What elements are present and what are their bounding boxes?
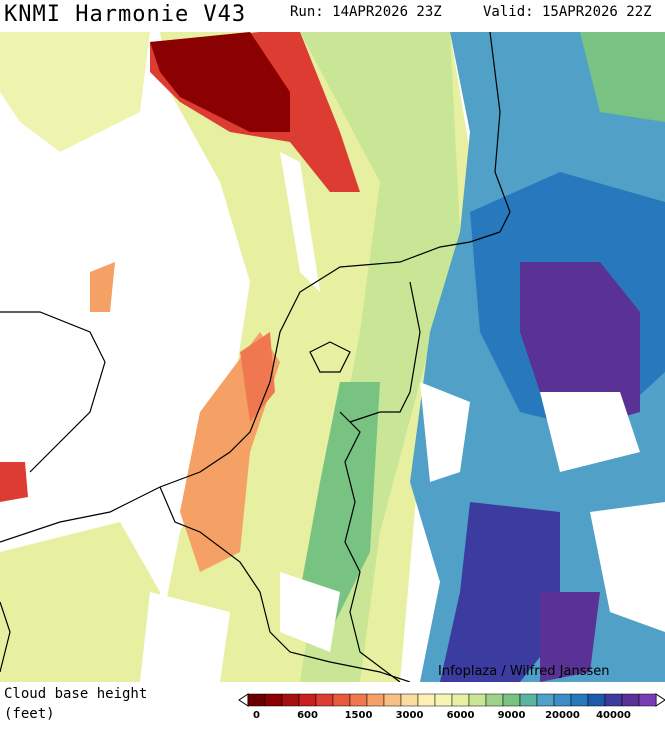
map: Infoplaza / Wilfred Janssen bbox=[0, 32, 665, 682]
color-swatch bbox=[621, 693, 640, 707]
color-swatch bbox=[434, 693, 453, 707]
colorbar: 0 600 1500 3000 6000 9000 20000 40000 bbox=[238, 693, 665, 721]
color-swatch bbox=[281, 693, 300, 707]
color-swatch bbox=[570, 693, 589, 707]
valid-time: Valid: 15APR2026 22Z bbox=[483, 4, 652, 20]
color-swatch bbox=[536, 693, 555, 707]
colorbar-end bbox=[655, 693, 665, 707]
color-swatch bbox=[485, 693, 504, 707]
color-swatch bbox=[417, 693, 436, 707]
color-swatch bbox=[451, 693, 470, 707]
colorbar-label: 1500 bbox=[345, 710, 373, 721]
colorbar-label: 3000 bbox=[396, 710, 424, 721]
color-swatch bbox=[638, 693, 657, 707]
color-swatch bbox=[383, 693, 402, 707]
colorbar-label: 40000 bbox=[596, 710, 631, 721]
color-swatch bbox=[587, 693, 606, 707]
color-swatch bbox=[519, 693, 538, 707]
color-swatch bbox=[349, 693, 368, 707]
credit: Infoplaza / Wilfred Janssen bbox=[438, 664, 610, 679]
run-time: Run: 14APR2026 23Z bbox=[290, 4, 442, 20]
color-swatch bbox=[264, 693, 283, 707]
colorbar-label: 0 bbox=[253, 710, 260, 721]
color-swatch bbox=[400, 693, 419, 707]
colorbar-label: 6000 bbox=[447, 710, 475, 721]
color-swatch bbox=[298, 693, 317, 707]
legend-unit: (feet) bbox=[4, 706, 55, 722]
model-title: KNMI Harmonie V43 bbox=[4, 2, 247, 27]
color-swatch bbox=[332, 693, 351, 707]
color-swatch bbox=[553, 693, 572, 707]
colorbar-label: 600 bbox=[297, 710, 318, 721]
color-swatch bbox=[468, 693, 487, 707]
color-swatch bbox=[366, 693, 385, 707]
color-swatch bbox=[247, 693, 266, 707]
colorbar-end bbox=[238, 693, 249, 707]
color-swatch bbox=[604, 693, 623, 707]
color-swatch bbox=[315, 693, 334, 707]
colorbar-label: 9000 bbox=[498, 710, 526, 721]
colorbar-label: 20000 bbox=[545, 710, 580, 721]
color-swatch bbox=[502, 693, 521, 707]
legend-title: Cloud base height bbox=[4, 686, 148, 702]
